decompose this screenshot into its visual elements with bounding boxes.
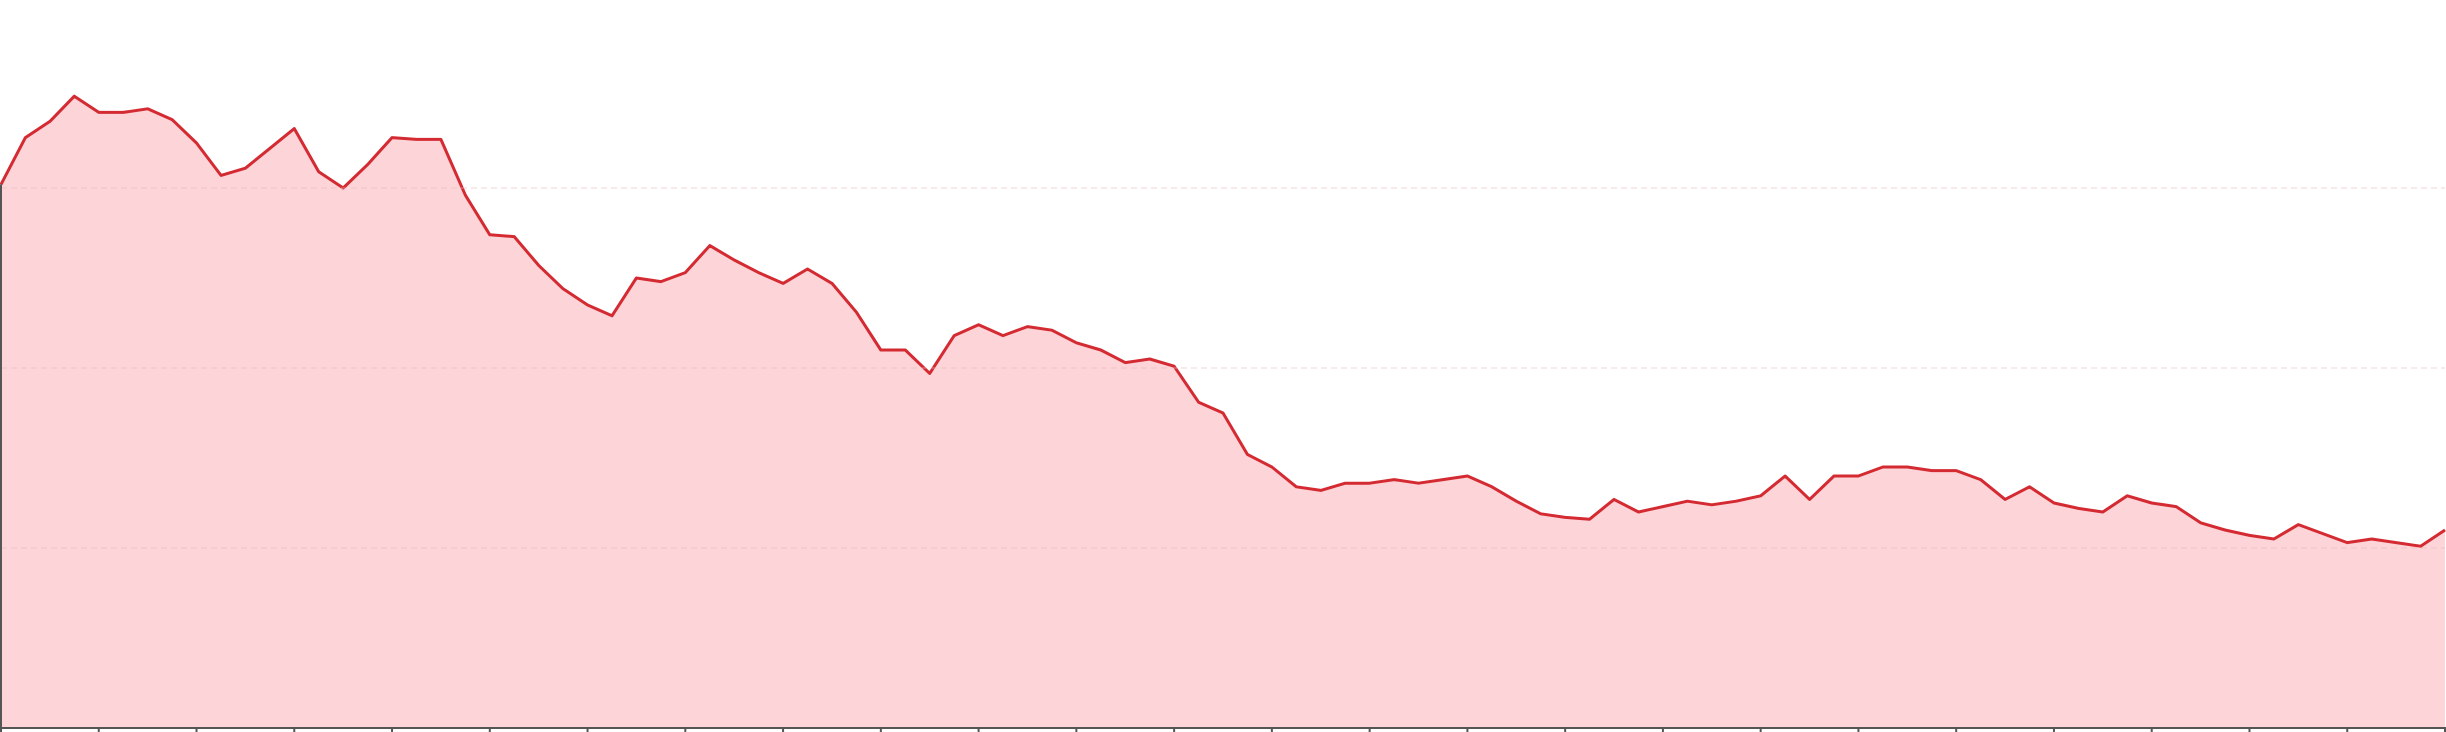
area-line xyxy=(0,94,2446,548)
area-fill xyxy=(1,96,2445,728)
